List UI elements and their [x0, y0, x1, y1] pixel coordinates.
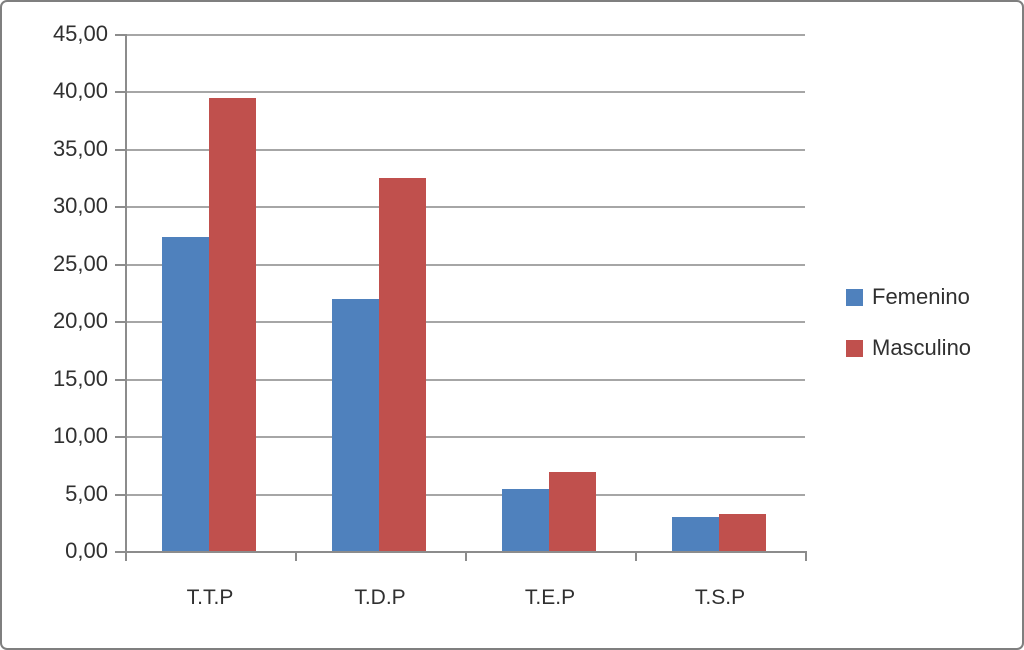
gridline — [125, 321, 805, 324]
legend-item-masculino: Masculino — [846, 331, 971, 365]
y-tick-label: 0,00 — [65, 538, 108, 563]
legend-label: Masculino — [872, 335, 972, 360]
bar-femenino-tdp — [332, 299, 379, 551]
gridline — [125, 436, 805, 439]
y-tick-label: 10,00 — [52, 423, 108, 449]
x-tick-mark — [805, 551, 807, 561]
y-tick-mark — [115, 206, 125, 209]
y-tick-mark — [115, 91, 125, 94]
y-tick-mark — [115, 378, 125, 381]
legend-swatch-icon — [846, 339, 863, 357]
legend-item-femenino: Femenino — [846, 280, 971, 314]
bar-femenino-tep — [502, 488, 549, 551]
y-tick-label: 5,00 — [65, 480, 108, 506]
bar-femenino-ttp — [162, 237, 209, 551]
y-axis-line — [125, 34, 127, 561]
y-tick-label: 45,00 — [52, 21, 108, 46]
y-tick-label: 40,00 — [52, 78, 108, 104]
y-tick-mark — [115, 493, 125, 496]
bar-masculino-tsp — [719, 514, 766, 551]
gridline — [125, 493, 805, 496]
plot-area — [125, 34, 805, 553]
x-category-label: T.D.P — [354, 586, 406, 609]
y-tick-mark — [115, 551, 125, 553]
bar-masculino-ttp — [209, 98, 256, 551]
y-tick-label: 25,00 — [52, 250, 108, 276]
y-tick-label: 30,00 — [52, 193, 108, 219]
gridline — [125, 378, 805, 381]
y-tick-mark — [115, 321, 125, 324]
legend-label: Femenino — [872, 284, 970, 309]
y-tick-mark — [115, 436, 125, 439]
x-tick-mark — [295, 551, 297, 561]
bar-masculino-tep — [549, 471, 596, 551]
y-tick-label: 20,00 — [52, 308, 108, 334]
x-category-label: T.T.P — [186, 586, 234, 609]
x-category-label: T.S.P — [694, 586, 746, 609]
gridline — [125, 34, 805, 36]
y-tick-label: 15,00 — [52, 365, 108, 391]
gridline — [125, 91, 805, 94]
legend: Femenino Masculino — [846, 280, 971, 382]
gridline — [125, 263, 805, 266]
x-tick-mark — [465, 551, 467, 561]
gridline — [125, 148, 805, 151]
y-tick-mark — [115, 34, 125, 36]
bar-masculino-tdp — [379, 177, 426, 551]
bar-femenino-tsp — [672, 516, 719, 551]
y-tick-mark — [115, 148, 125, 151]
y-tick-mark — [115, 263, 125, 266]
x-category-label: T.E.P — [524, 586, 576, 609]
gridline — [125, 206, 805, 209]
x-tick-mark — [635, 551, 637, 561]
y-tick-label: 35,00 — [52, 135, 108, 161]
legend-swatch-icon — [846, 288, 863, 306]
